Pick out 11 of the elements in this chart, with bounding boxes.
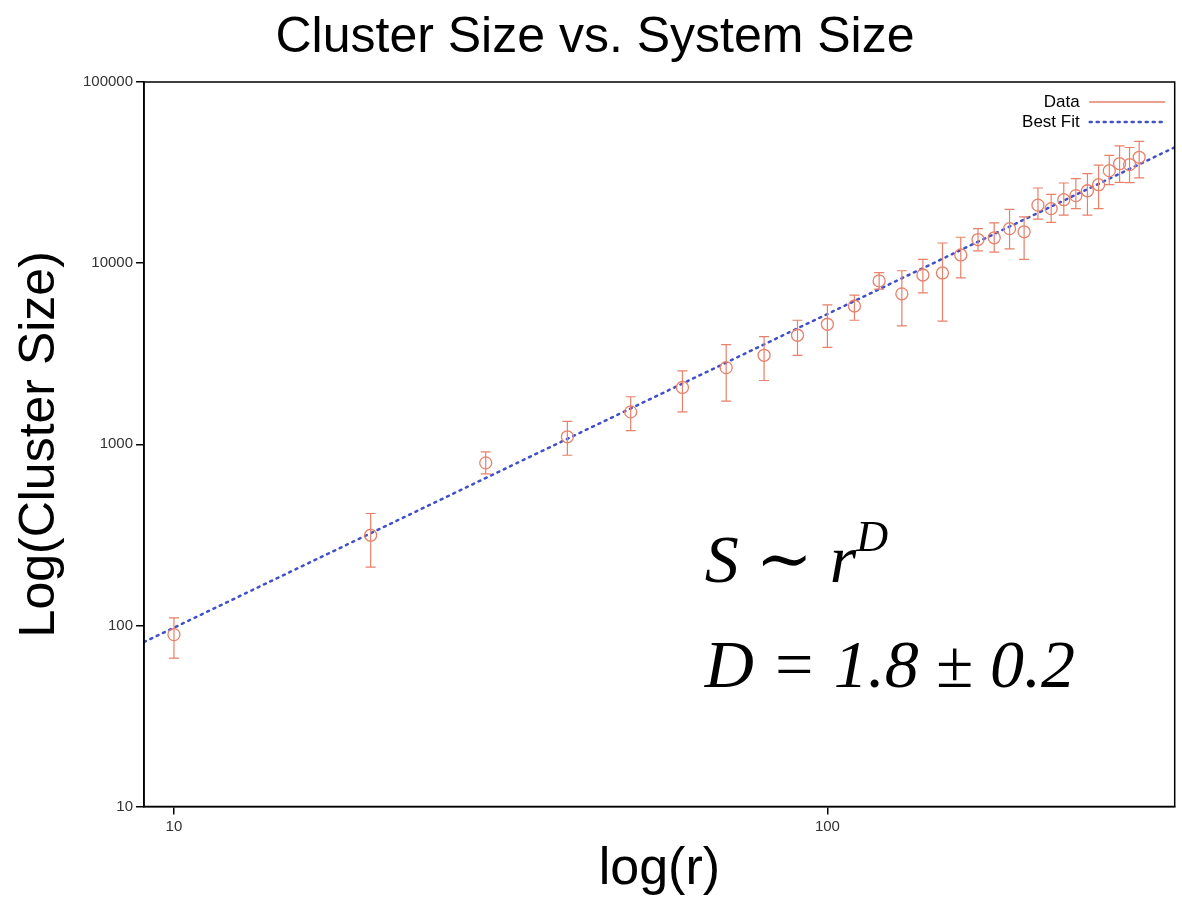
y-tick-label: 100 (108, 615, 134, 633)
chart-title: Cluster Size vs. System Size (275, 6, 915, 63)
y-tick-label: 10 (116, 796, 134, 814)
legend-label: Best Fit (1022, 111, 1080, 131)
x-axis-title: log(r) (598, 837, 721, 896)
y-tick-label: 10000 (91, 253, 134, 271)
y-tick-label: 100000 (82, 72, 134, 90)
legend-label: Data (1043, 91, 1081, 111)
y-tick-label: 1000 (99, 434, 134, 452)
annotation: D = 1.8 ± 0.2 (703, 626, 1076, 702)
y-axis-title: Log(Cluster Size) (8, 251, 65, 638)
